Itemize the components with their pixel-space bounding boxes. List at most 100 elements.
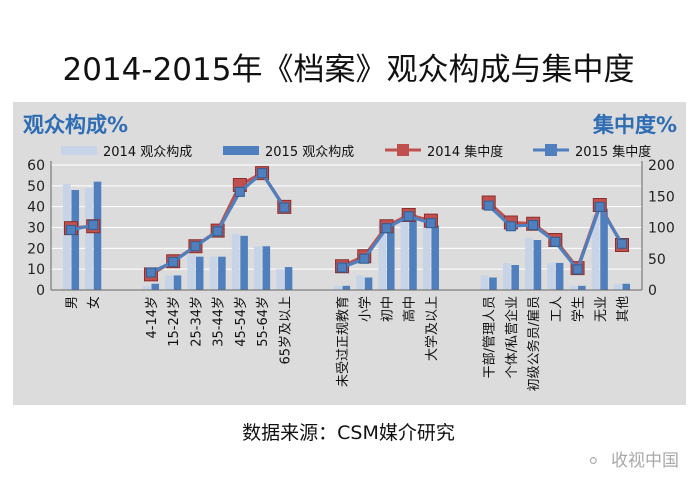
- x-tick-label: 初级公务员/雇员: [526, 296, 542, 391]
- bar-2014: [400, 212, 409, 290]
- bar-2015: [218, 256, 226, 290]
- x-tick-label: 干部/管理人员: [483, 296, 498, 378]
- y-tick-label: 0: [36, 283, 45, 299]
- x-tick-label: 高中: [402, 296, 418, 322]
- x-tick-label: 女: [86, 296, 102, 309]
- bar-2015: [409, 215, 417, 290]
- concentration-2015-marker: [234, 186, 245, 197]
- watermark: ⚪ 收视中国: [587, 446, 679, 471]
- x-tick-label: 4-14岁: [145, 296, 160, 339]
- concentration-2015-marker: [359, 253, 370, 264]
- concentration-2015-marker: [212, 226, 223, 237]
- y2-tick-label: 100: [648, 221, 675, 237]
- bar-2015: [533, 240, 542, 290]
- bar-2014: [254, 246, 262, 290]
- legend-swatch-bar2015: [223, 146, 259, 155]
- legend-swatch-bar2014: [61, 146, 97, 155]
- bar-2014: [165, 275, 173, 290]
- bar-2015: [71, 190, 80, 290]
- bar-2014: [502, 262, 511, 290]
- x-tick-label: 无业: [594, 296, 609, 322]
- concentration-2015-marker: [88, 220, 99, 230]
- x-tick-label: 个体/私营企业: [504, 296, 520, 378]
- bar-2015: [93, 181, 102, 290]
- concentration-2015-marker: [279, 202, 290, 213]
- legend-label-bar2015: 2015 观众构成: [265, 145, 354, 160]
- bar-2014: [422, 221, 431, 290]
- legend-label-line2014: 2014 集中度: [427, 144, 503, 160]
- bar-2015: [578, 285, 586, 290]
- x-tick-label: 初中: [380, 296, 395, 322]
- x-tick-label: 学生: [571, 296, 587, 322]
- bar-2014: [525, 237, 533, 290]
- bar-2014: [480, 275, 489, 290]
- bar-2014: [276, 269, 284, 290]
- bar-2014: [209, 256, 218, 290]
- bar-2014: [547, 262, 555, 290]
- bar-2014: [142, 285, 151, 290]
- bar-2015: [173, 275, 182, 290]
- concentration-2015-marker: [337, 262, 348, 273]
- bar-2015: [284, 267, 293, 290]
- concentration-2015-marker: [425, 218, 436, 229]
- bar-2015: [151, 283, 160, 290]
- bar-2015: [195, 256, 204, 290]
- legend-marker-line2015: [545, 144, 557, 156]
- concentration-2015-marker: [550, 236, 561, 247]
- x-tick-label: 45-54岁: [234, 296, 249, 347]
- bar-2015: [431, 225, 439, 290]
- legend-label-line2015: 2015 集中度: [575, 144, 651, 160]
- x-tick-label: 大学及以上: [424, 296, 440, 361]
- concentration-2015-marker: [257, 168, 268, 179]
- bar-2014: [62, 183, 71, 290]
- x-tick-label: 15-24岁: [167, 296, 182, 347]
- y2-tick-label: 50: [648, 252, 666, 268]
- bar-2015: [364, 277, 373, 290]
- concentration-2015-marker: [381, 223, 392, 234]
- concentration-2015-marker: [65, 225, 76, 235]
- bar-2014: [356, 275, 364, 290]
- y-tick-label: 20: [27, 241, 45, 257]
- bar-2015: [489, 277, 497, 290]
- legend-label-bar2014: 2014 观众构成: [103, 145, 192, 160]
- y2-tick-label: 200: [648, 158, 675, 174]
- legend-marker-line2014: [397, 144, 409, 156]
- data-source-note: 数据来源：CSM媒介研究: [242, 422, 455, 444]
- wechat-icon: ⚪: [587, 452, 600, 470]
- page-title: 2014-2015年《档案》观众构成与集中度: [62, 52, 635, 88]
- bar-2015: [240, 235, 248, 290]
- right-axis-title: 集中度%: [592, 113, 677, 137]
- bar-2015: [600, 208, 608, 290]
- bar-2015: [386, 223, 395, 290]
- bar-2015: [262, 246, 271, 290]
- y-tick-label: 10: [27, 262, 45, 278]
- chart-svg: 0 10 20 30 40 50 60 0 50 100 150 200 男女 4-14岁 15-24岁 25…: [23, 113, 677, 391]
- bar-2015: [342, 285, 351, 290]
- y2-tick-label: 150: [648, 189, 675, 205]
- bar-2014: [231, 233, 240, 290]
- concentration-2015-marker: [572, 264, 583, 275]
- concentration-2015-marker: [403, 211, 414, 222]
- concentration-2015-marker: [617, 238, 628, 249]
- y2-tick-label: 0: [648, 283, 657, 299]
- concentration-2015-marker: [168, 256, 179, 267]
- bar-2014: [613, 283, 622, 290]
- left-axis-title: 观众构成%: [23, 113, 128, 137]
- concentration-2015-marker: [505, 221, 516, 232]
- y-tick-label: 50: [27, 179, 45, 195]
- concentration-2015-marker: [594, 201, 605, 212]
- x-tick-label: 65岁及以上: [278, 296, 293, 365]
- y-tick-label: 60: [27, 158, 45, 174]
- x-tick-label: 未受过正规教育: [335, 296, 351, 387]
- bar-2014: [334, 285, 342, 290]
- x-tick-label: 小学: [357, 296, 373, 322]
- watermark-text: 收视中国: [611, 451, 679, 471]
- bar-2014: [187, 254, 195, 290]
- x-tick-label: 55-64岁: [256, 296, 271, 347]
- y-tick-label: 30: [27, 221, 45, 237]
- bar-2014: [85, 187, 93, 290]
- concentration-2015-marker: [483, 200, 494, 211]
- x-tick-label: 男: [65, 296, 80, 309]
- bar-2014: [378, 221, 386, 290]
- bar-2015: [511, 265, 519, 290]
